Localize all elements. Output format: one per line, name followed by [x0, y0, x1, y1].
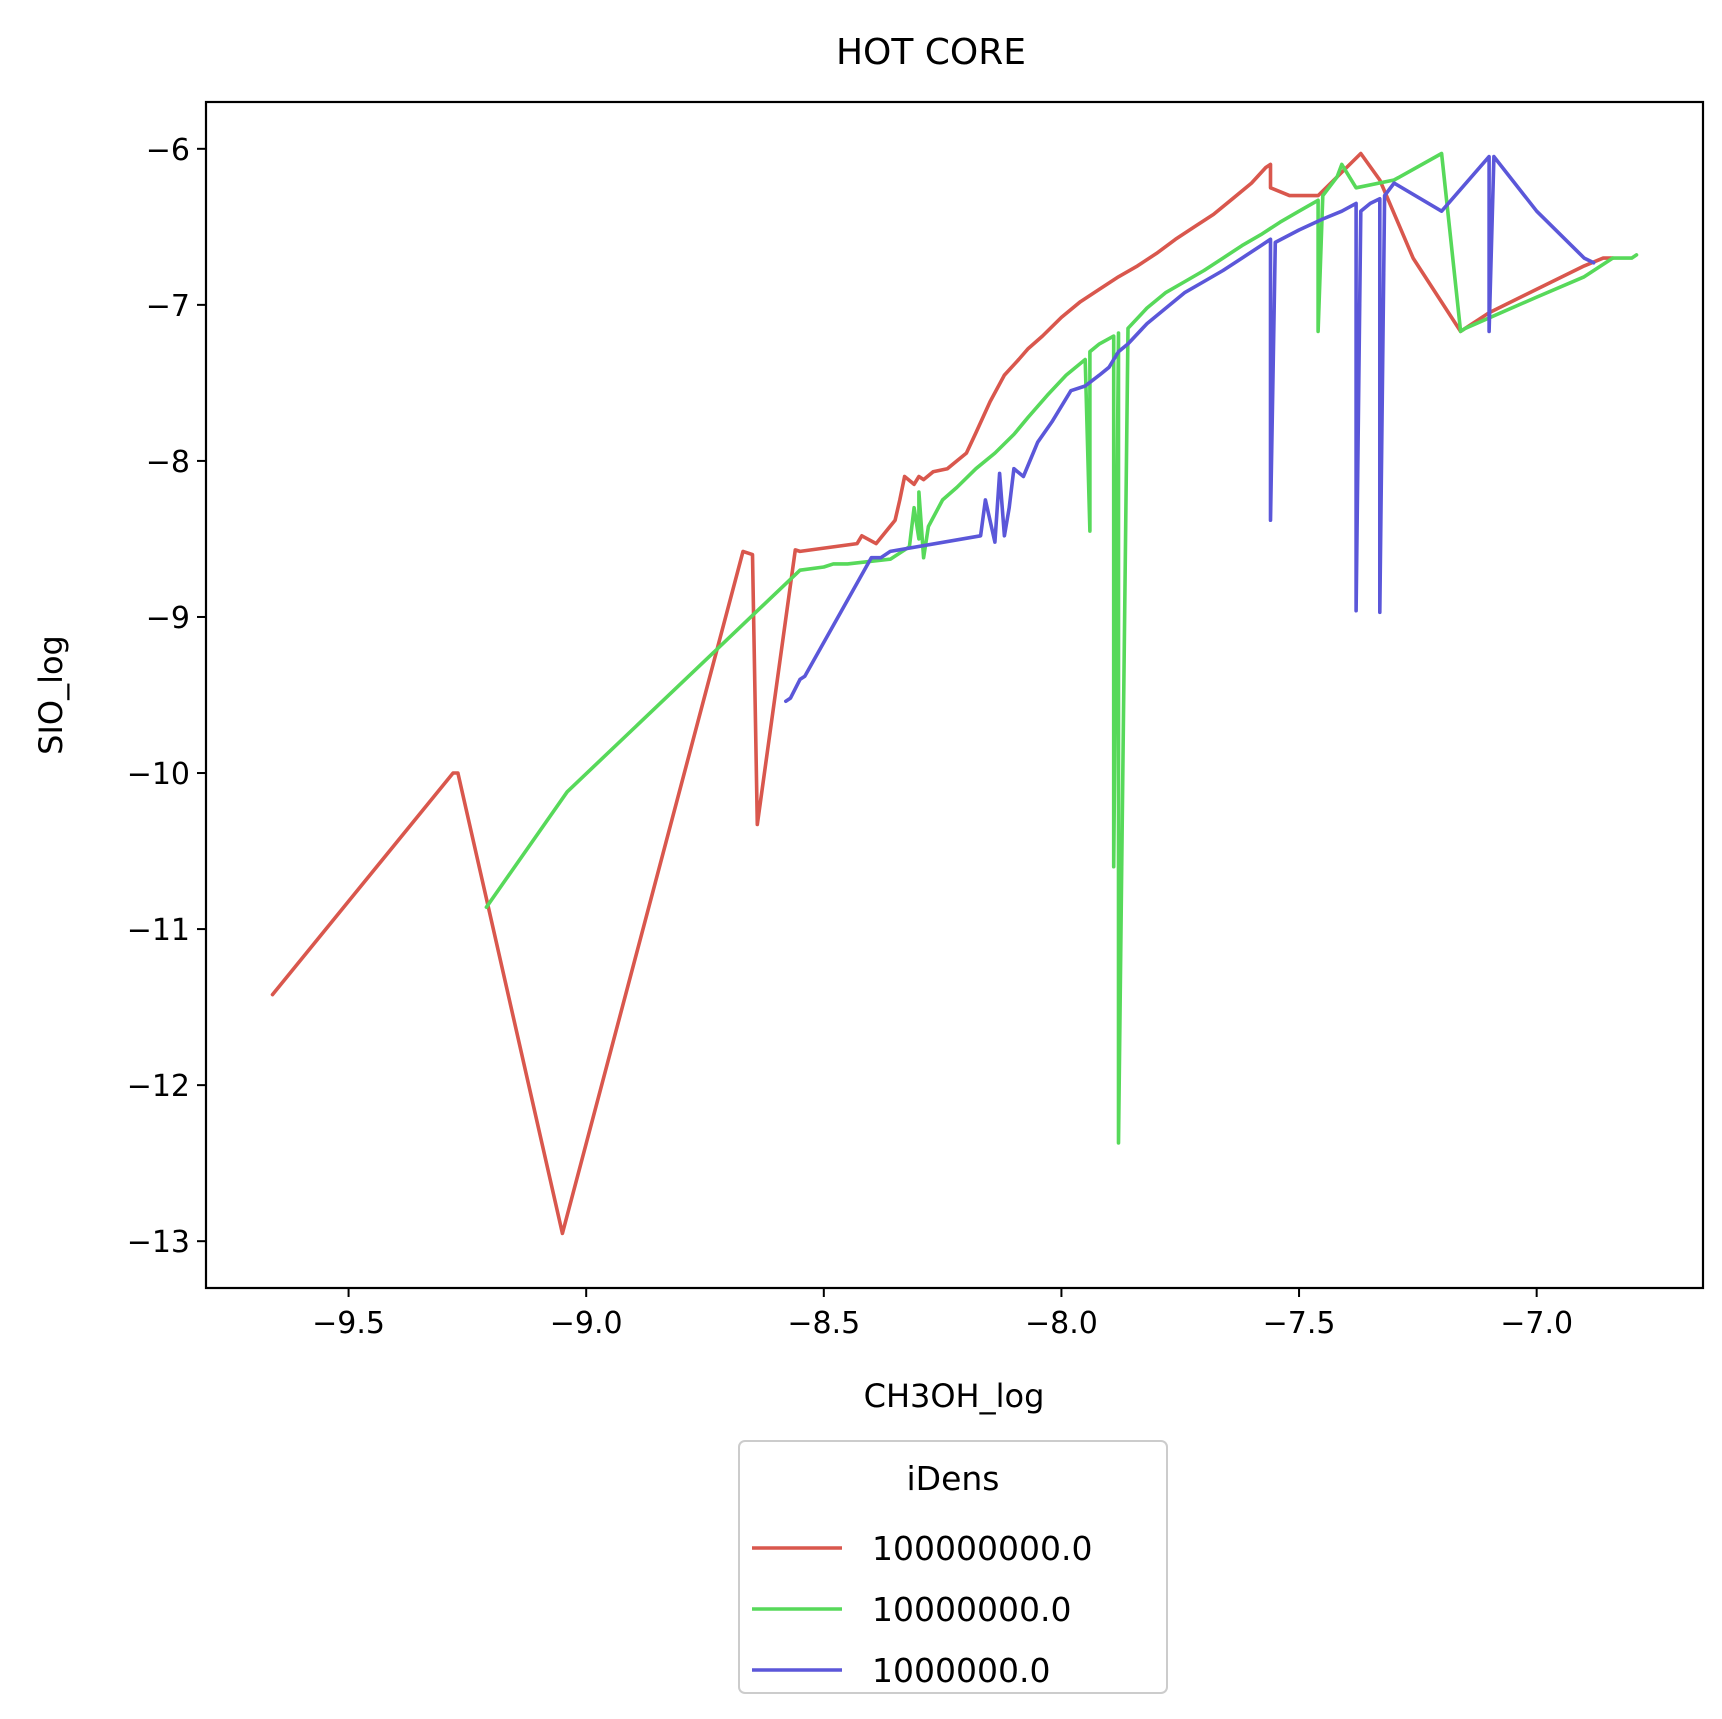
- legend: iDens 100000000.0 10000000.0 1000000.0: [738, 1440, 1168, 1694]
- y-tick-label: −13: [127, 1225, 190, 1260]
- plot-area: −9.5 −9.0 −8.5 −8.0 −7.5 −7.0 −6−7−8−9−10−11−…: [127, 100, 1705, 1341]
- x-tick-label: −8.5: [787, 1306, 860, 1341]
- series-line-2: [783, 154, 1596, 704]
- series-layer: [270, 151, 1639, 1236]
- y-tick-label: −12: [127, 1069, 190, 1104]
- x-axis-ticks: −9.5 −9.0 −8.5 −8.0 −7.5 −7.0: [312, 1288, 1573, 1341]
- y-tick-label: −8: [146, 445, 190, 480]
- x-tick-label: −7.5: [1263, 1306, 1336, 1341]
- x-tick-label: −8.0: [1025, 1306, 1098, 1341]
- x-axis-label: CH3OH_log: [864, 1377, 1045, 1415]
- x-tick-label: −9.5: [312, 1306, 385, 1341]
- chart-title: HOT CORE: [836, 32, 1026, 73]
- series-line-1: [484, 151, 1639, 1145]
- legend-label-0: 100000000.0: [872, 1529, 1092, 1568]
- y-axis-label: SIO_log: [32, 635, 70, 755]
- y-tick-label: −10: [127, 757, 190, 792]
- x-tick-label: −7.0: [1500, 1306, 1573, 1341]
- legend-label-2: 1000000.0: [872, 1651, 1050, 1690]
- legend-title: iDens: [907, 1459, 1000, 1498]
- legend-frame: [738, 1440, 1168, 1694]
- y-tick-label: −9: [146, 601, 190, 636]
- x-tick-label: −9.0: [550, 1306, 623, 1341]
- series-line-0: [270, 151, 1615, 1236]
- y-axis-ticks: −6 −7 −8 −9 −10 −11 −12 −13: [127, 133, 206, 1260]
- legend-items: 100000000.0 10000000.0 1000000.0: [752, 1529, 1092, 1690]
- plot-frame: [204, 100, 1705, 1290]
- y-tick-label: −11: [127, 913, 190, 948]
- legend-label-1: 10000000.0: [872, 1590, 1071, 1629]
- y-tick-label: −6: [146, 133, 190, 168]
- y-tick-label: −7: [146, 289, 190, 324]
